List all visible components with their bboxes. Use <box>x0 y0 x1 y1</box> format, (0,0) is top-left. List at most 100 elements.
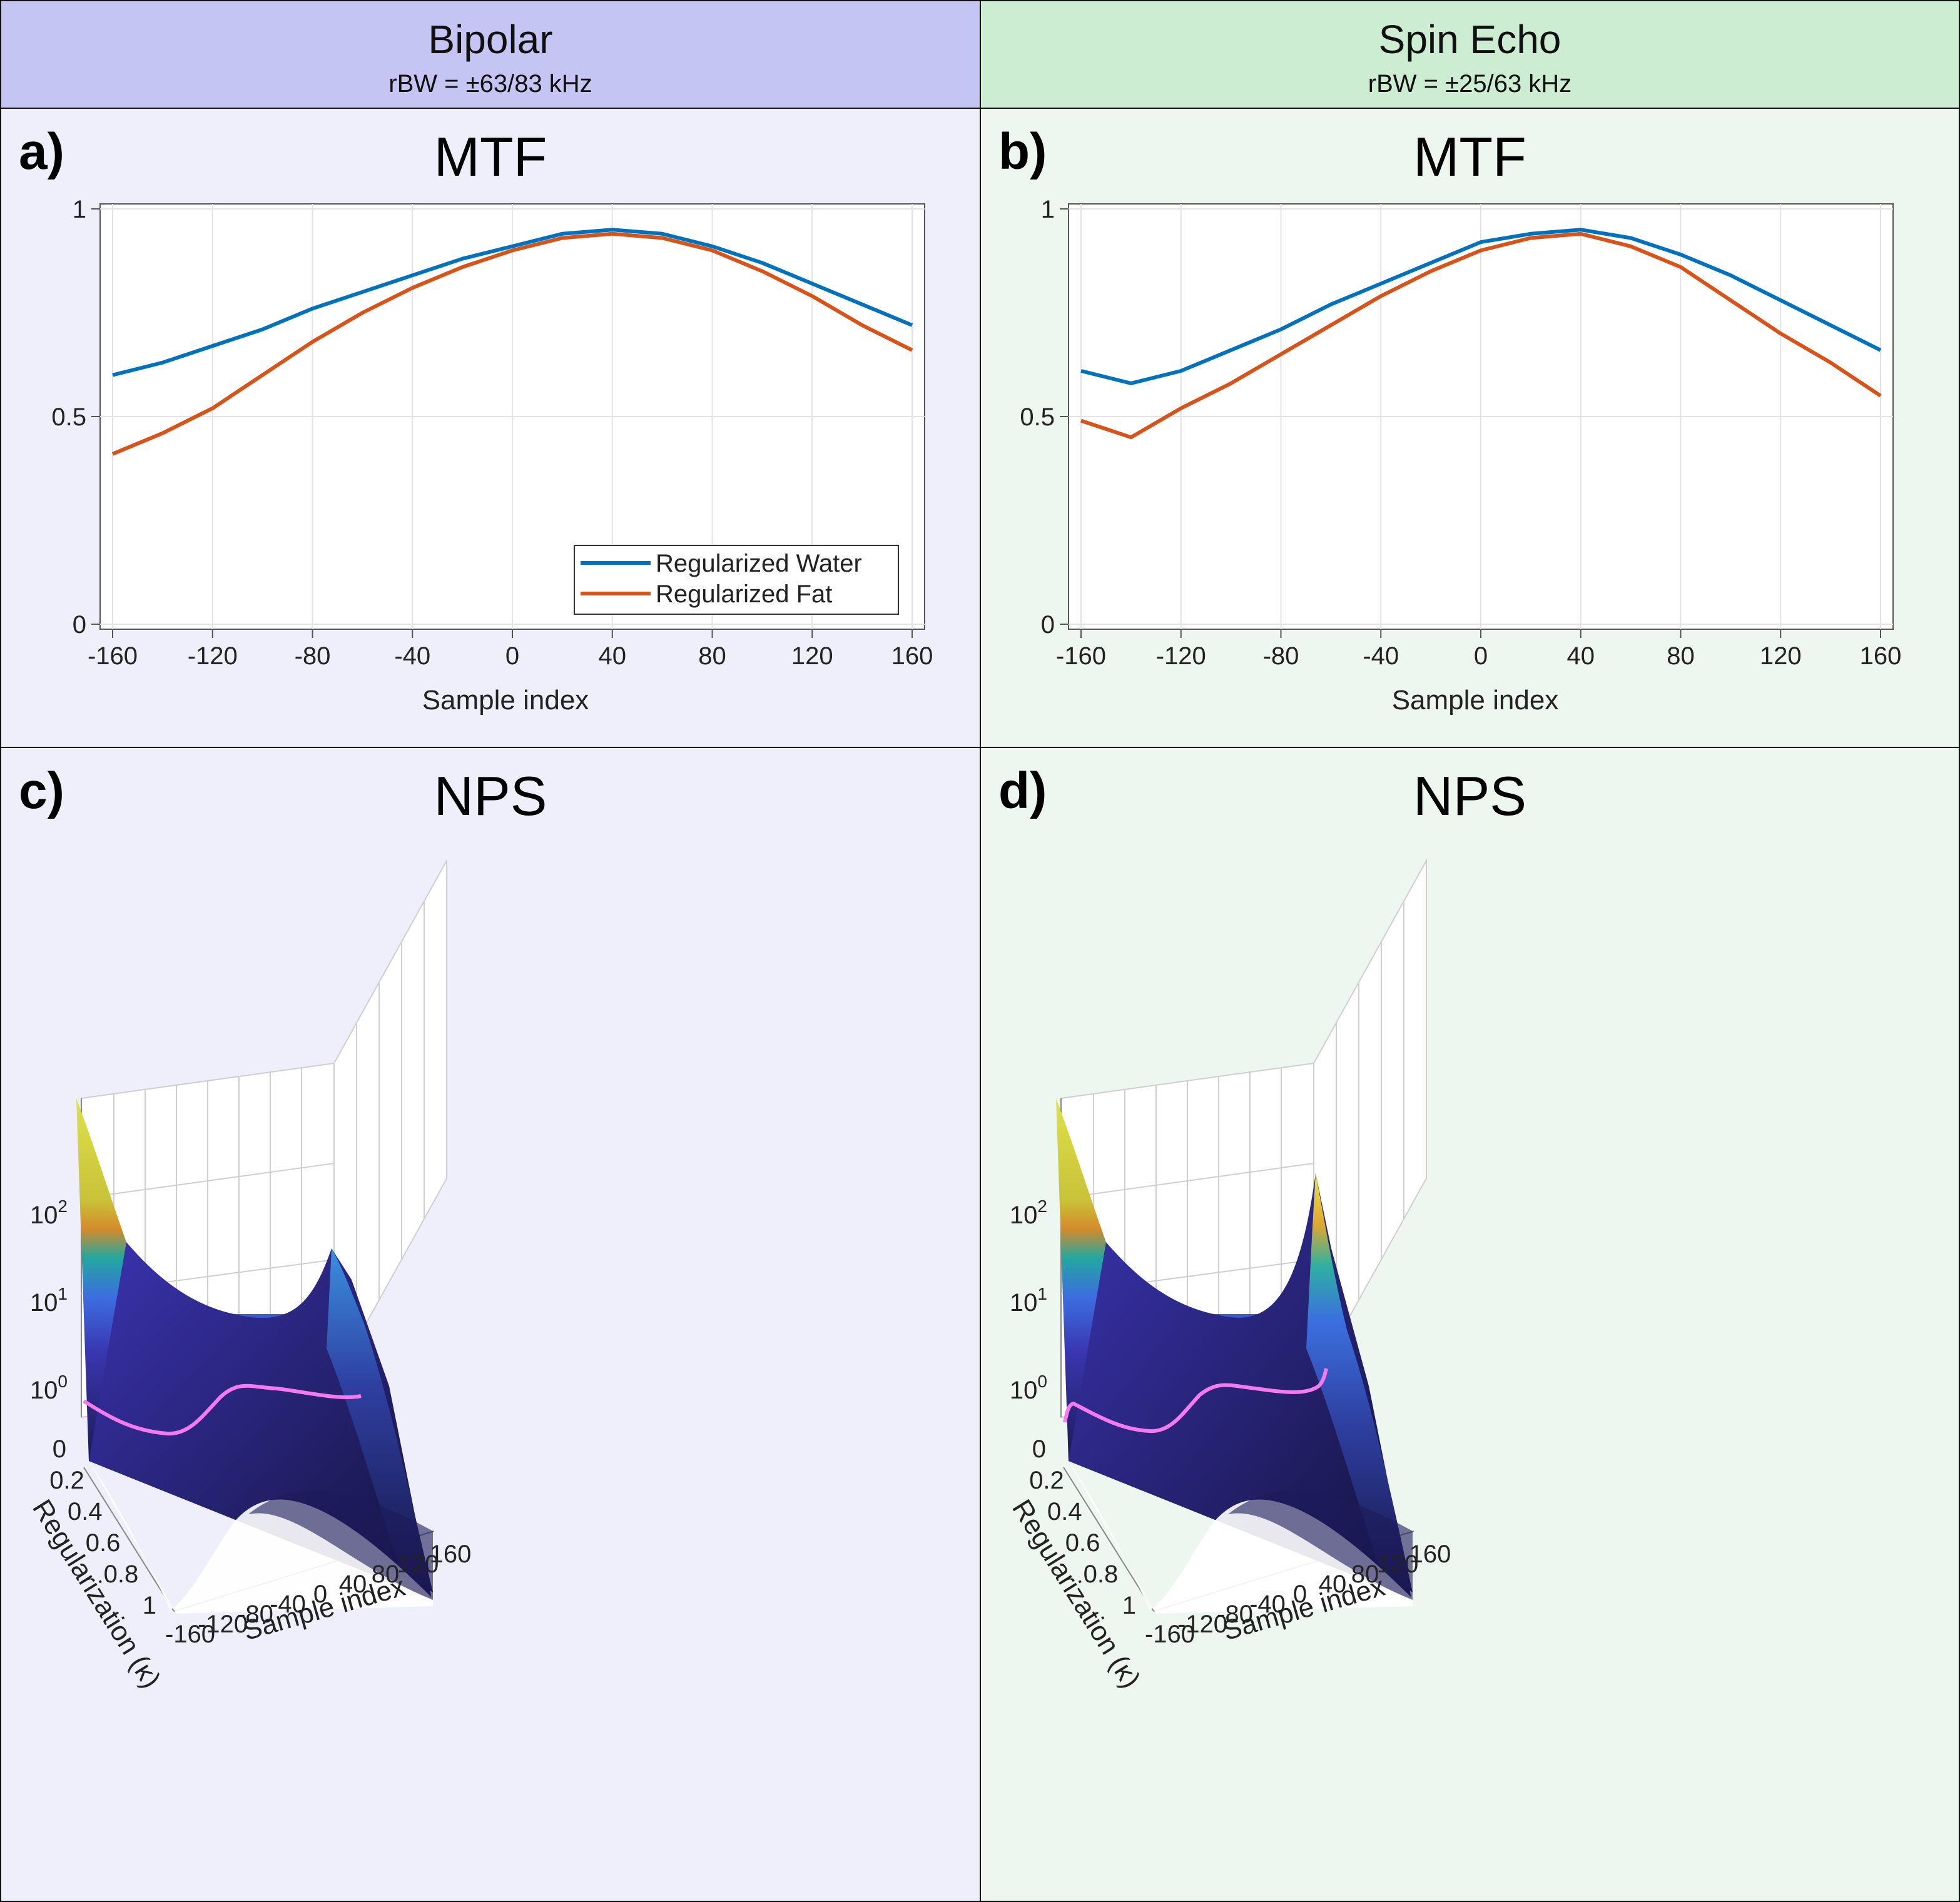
x-tick-label: 160 <box>1409 1540 1451 1568</box>
panel-a: -160 -120 -80 -40 0 40 80 120 160 0 0.5 1 Sample in… <box>0 108 981 748</box>
x-tick-label: -160 <box>88 642 138 670</box>
legend-fat-label: Regularized Fat <box>656 580 832 608</box>
x-tick-label: -120 <box>188 642 238 670</box>
x-tick-label: 0 <box>313 1581 327 1608</box>
series-fat-line <box>111 231 913 456</box>
x-tick-label: 40 <box>599 642 627 670</box>
x-tick-label: 0 <box>1474 642 1488 670</box>
y-tick-label: 0 <box>73 611 86 639</box>
series-fat-line <box>1080 231 1882 440</box>
z-tick-label: 100 <box>30 1372 68 1404</box>
x-tick-label: 40 <box>339 1571 367 1598</box>
header-bipolar: Bipolar rBW = ±63/83 kHz <box>0 0 981 109</box>
z-tick-exponent: 0 <box>58 1372 68 1391</box>
panel-d: 100 101 102 0 0.2 0.4 0.6 0.8 1 -160 -120 -80 -40 0… <box>980 747 1960 1902</box>
x-tick-label: 120 <box>1760 642 1802 670</box>
x-tick-label: 120 <box>791 642 833 670</box>
x-tick-label: 40 <box>1319 1571 1347 1598</box>
k-tick-label: 0.2 <box>49 1467 84 1494</box>
panel-a-label: a) <box>19 123 64 180</box>
header-bipolar-subtitle: rBW = ±63/83 kHz <box>388 70 592 98</box>
x-tick-label: -40 <box>270 1591 306 1618</box>
panel-c: 100 101 102 0 0.2 0.4 0.6 0.8 1 -160 -120 -80 -40 0… <box>0 747 981 1902</box>
legend: Regularized Water Regularized Fat <box>574 545 899 615</box>
panel-c-label: c) <box>19 762 64 819</box>
magenta-curve <box>1063 1368 1328 1434</box>
k-axis-line <box>83 1467 175 1612</box>
surface-front-edge <box>1069 1461 1413 1611</box>
panel-b-label: b) <box>998 123 1047 180</box>
panel-d-title: NPS <box>1413 765 1526 827</box>
z-tick-exponent: 2 <box>58 1196 68 1216</box>
x-tick-label: 160 <box>430 1540 472 1568</box>
y-tick-label: 1 <box>1041 196 1055 223</box>
z-tick-label: 101 <box>30 1284 68 1317</box>
panel-b-title: MTF <box>1413 126 1526 188</box>
magenta-curve <box>83 1384 362 1436</box>
header-spin-echo-title: Spin Echo <box>1378 17 1561 62</box>
x-tick-label: 160 <box>891 642 933 670</box>
x-tick-label: 80 <box>698 642 726 670</box>
legend-water-label: Regularized Water <box>656 550 862 577</box>
header-spin-echo-subtitle: rBW = ±25/63 kHz <box>1368 70 1572 98</box>
x-tick-label: 0 <box>1293 1581 1307 1608</box>
surface-front-shadow <box>89 1461 433 1614</box>
k-tick-label: 0.6 <box>86 1529 121 1557</box>
x-tick-label: -120 <box>198 1611 248 1638</box>
z-tick-exponent: 2 <box>1037 1196 1047 1216</box>
k-tick-label: 0.4 <box>68 1498 103 1525</box>
legend-box <box>574 545 899 615</box>
z-tick-exponent: 1 <box>58 1284 68 1303</box>
y-tick-label: 1 <box>73 196 86 223</box>
mtf-chart-b: -160 -120 -80 -40 0 40 80 120 160 0 0.5 1 Sample in… <box>1020 196 1902 716</box>
x-tick-label: 80 <box>1351 1561 1379 1588</box>
panel-d-label: d) <box>998 762 1047 819</box>
x-tick-label: -160 <box>1145 1621 1195 1648</box>
x-tick-label: 160 <box>1860 642 1902 670</box>
panel-a-title: MTF <box>434 126 547 188</box>
series-water-line <box>1080 228 1882 385</box>
header-spin-echo: Spin Echo rBW = ±25/63 kHz <box>980 0 1960 109</box>
surface-right-wall <box>1306 1173 1413 1592</box>
back-wall-right <box>1313 858 1427 1384</box>
k-tick-label: 1 <box>1122 1592 1136 1619</box>
panel-c-title: NPS <box>434 765 547 827</box>
k-tick-label: 0.6 <box>1065 1529 1100 1557</box>
x-tick-label: -120 <box>1156 642 1206 670</box>
y-tick-label: 0.5 <box>51 403 86 431</box>
x-axis-label: Sample index <box>422 685 589 716</box>
x-tick-label: -40 <box>394 642 430 670</box>
x-tick-label: -80 <box>295 642 331 670</box>
x-tick-label: -40 <box>1363 642 1399 670</box>
x-tick-label: -80 <box>237 1601 273 1628</box>
x-tick-label: -160 <box>1056 642 1106 670</box>
z-tick-label: 102 <box>1010 1196 1047 1229</box>
k-axis-line <box>1063 1467 1154 1612</box>
x-tick-label: 120 <box>1377 1550 1419 1578</box>
back-wall-right <box>333 858 447 1384</box>
series-water-line <box>112 228 913 377</box>
surface-right-wall <box>327 1248 433 1592</box>
k-tick-label: 0.4 <box>1047 1498 1082 1525</box>
z-tick-exponent: 0 <box>1037 1372 1047 1391</box>
k-tick-label: 0 <box>1032 1435 1046 1463</box>
header-bipolar-title: Bipolar <box>428 17 553 62</box>
x-tick-label: -80 <box>1217 1601 1253 1628</box>
surface-front-edge <box>89 1461 433 1611</box>
k-tick-label: 0.2 <box>1029 1467 1064 1494</box>
k-ticks: 0 0.2 0.4 0.6 0.81 <box>49 1435 156 1619</box>
x-tick-label: -160 <box>165 1621 215 1648</box>
x-tick-label: 0 <box>505 642 519 670</box>
x-tick-label: -40 <box>1249 1591 1286 1618</box>
k-ticks: 0 0.2 0.4 0.6 0.81 <box>1029 1435 1136 1619</box>
x-tick-label: -80 <box>1263 642 1299 670</box>
panel-b: -160 -120 -80 -40 0 40 80 120 160 0 0.5 1 Sample in… <box>980 108 1960 748</box>
y-tick-label: 0.5 <box>1020 403 1055 431</box>
x-tick-label: 80 <box>372 1561 400 1588</box>
